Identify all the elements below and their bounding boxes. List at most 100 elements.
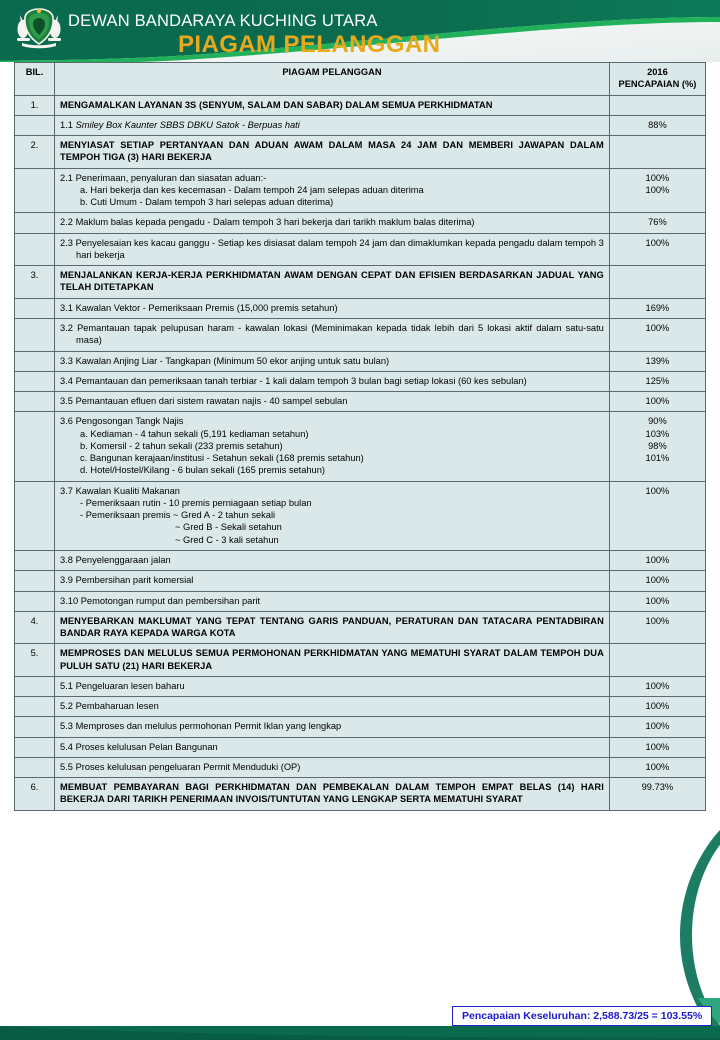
charter-sub-item-cell: 3.6 Pengosongan Tangk Najis a. Kediaman -…: [54, 411, 610, 482]
table-row: 5.4 Proses kelulusan Pelan Bangunan 100%: [13, 736, 707, 758]
row-number-cell: [13, 696, 56, 718]
charter-main-item-cell: MENGAMALKAN LAYANAN 3S (SENYUM, SALAM DA…: [54, 94, 610, 116]
sub-item-text: 3.6 Pengosongan Tangk Najis: [60, 415, 604, 427]
row-number-cell: [13, 232, 56, 267]
sub-item-text: 3.10 Pemotongan rumput dan pembersihan p…: [60, 595, 604, 607]
sub-item-label: Memproses dan melulus permohonan Permit …: [75, 721, 342, 732]
sub-item-bullet: c. Bangunan kerajaan/institusi - Setahun…: [80, 453, 364, 464]
row-number-cell: [13, 370, 56, 393]
charter-sub-item-cell: 1.1 Smiley Box Kaunter SBBS DBKU Satok -…: [54, 114, 610, 137]
sub-item-label: Pembersihan parit komersial: [75, 575, 194, 586]
table-row: 2.3 Penyelesaian kes kacau ganggu - Seti…: [13, 232, 707, 267]
sub-item-number: 3.3: [60, 355, 76, 366]
sub-item-label: Penyelesaian kes kacau ganggu - Setiap k…: [75, 237, 604, 260]
table-row: 5. MEMPROSES DAN MELULUS SEMUA PERMOHONAN…: [13, 643, 707, 677]
achievement-cell: 100%: [608, 549, 707, 572]
achievement-cell: 100%: [608, 675, 707, 698]
charter-sub-item-cell: 3.3 Kawalan Anjing Liar - Tangkapan (Min…: [54, 350, 610, 372]
sub-item-text: 3.7 Kawalan Kualiti Makanan: [60, 485, 604, 497]
row-number-cell: [13, 212, 56, 234]
achievement-cell: 169%: [608, 297, 707, 319]
sub-item-text: 2.2 Maklum balas kepada pengadu - Dalam …: [60, 216, 604, 228]
row-number-cell: [13, 549, 56, 572]
sub-item-text: 5.3 Memproses dan melulus permohonan Per…: [60, 720, 604, 732]
charter-main-item-cell: MEMPROSES DAN MELULUS SEMUA PERMOHONAN P…: [54, 643, 610, 677]
sub-item-text: 5.4 Proses kelulusan Pelan Bangunan: [60, 741, 604, 753]
charter-sub-item-cell: 3.10 Pemotongan rumput dan pembersihan p…: [54, 590, 610, 612]
row-number-cell: 5.: [13, 643, 56, 677]
sub-item-number: 2.2: [60, 217, 76, 228]
achievement-cell: 100%: [608, 317, 707, 352]
column-header-charter: PIAGAM PELANGGAN: [54, 62, 610, 96]
sub-item-label: Proses kelulusan Pelan Bangunan: [75, 741, 218, 752]
sub-item-bullet: d. Hotel/Hostel/Kilang - 6 bulan sekali …: [80, 465, 325, 476]
achievement-cell: 100%: [608, 480, 707, 551]
sub-item-number: 5.3: [60, 721, 76, 732]
table-row: 1.1 Smiley Box Kaunter SBBS DBKU Satok -…: [13, 114, 707, 137]
row-number-cell: [13, 675, 56, 698]
sub-item-number: 3.4: [60, 375, 76, 386]
achievement-cell: [608, 94, 707, 116]
achievement-cell: 100%: [608, 570, 707, 592]
sub-item-label: Pemantauan efluen dari sistem rawatan na…: [75, 396, 348, 407]
table-row: 3.3 Kawalan Anjing Liar - Tangkapan (Min…: [13, 350, 707, 372]
table-row: 3.7 Kawalan Kualiti Makanan - Pemeriksaan…: [13, 480, 707, 551]
sub-item-bullet: b. Cuti Umum - Dalam tempoh 3 hari selep…: [80, 197, 334, 208]
sub-item-label: Penyelenggaraan jalan: [75, 554, 171, 565]
table-row: 3.5 Pemantauan efluen dari sistem rawata…: [13, 391, 707, 413]
sub-item-label: Maklum balas kepada pengadu - Dalam temp…: [75, 217, 475, 228]
charter-sub-item-cell: 5.4 Proses kelulusan Pelan Bangunan: [54, 736, 610, 758]
row-number-cell: [13, 736, 56, 758]
achievement-cell: 100%: [608, 756, 707, 779]
charter-sub-item-cell: 5.5 Proses kelulusan pengeluaran Permit …: [54, 756, 610, 779]
sub-item-number: 3.5: [60, 396, 76, 407]
sub-item-number: 1.1: [60, 119, 76, 130]
table-row: 5.1 Pengeluaran lesen baharu 100%: [13, 675, 707, 698]
table-header-row: BIL. PIAGAM PELANGGAN 2016 PENCAPAIAN (%…: [13, 62, 707, 96]
charter-sub-item-cell: 3.8 Penyelenggaraan jalan: [54, 549, 610, 572]
row-number-cell: 3.: [13, 265, 56, 299]
sub-item-number: 5.1: [60, 680, 76, 691]
row-number-cell: 2.: [13, 135, 56, 169]
charter-sub-item-cell: 3.9 Pembersihan parit komersial: [54, 570, 610, 592]
achievement-cell: 100%: [608, 590, 707, 612]
sub-item-number: 5.2: [60, 701, 76, 712]
charter-sub-item-cell: 2.2 Maklum balas kepada pengadu - Dalam …: [54, 212, 610, 234]
row-number-cell: 1.: [13, 94, 56, 116]
charter-sub-item-cell: 3.4 Pemantauan dan pemeriksaan tanah ter…: [54, 370, 610, 393]
sub-item-label: Kawalan Anjing Liar - Tangkapan (Minimum…: [75, 355, 390, 366]
table-row: 3.6 Pengosongan Tangk Najis a. Kediaman -…: [13, 411, 707, 482]
sub-item-number: 3.6: [60, 416, 76, 427]
charter-sub-item-cell: 2.1 Penerimaan, penyaluran dan siasatan …: [54, 167, 610, 214]
sub-item-text: 3.8 Penyelenggaraan jalan: [60, 554, 604, 566]
charter-sub-item-cell: 5.2 Pembaharuan lesen: [54, 696, 610, 718]
achievement-cell: [608, 265, 707, 299]
table-row: 5.2 Pembaharuan lesen 100%: [13, 696, 707, 718]
sub-item-text: 3.9 Pembersihan parit komersial: [60, 574, 604, 586]
page-header: DEWAN BANDARAYA KUCHING UTARA PIAGAM PEL…: [0, 0, 720, 62]
sub-item-text: 5.5 Proses kelulusan pengeluaran Permit …: [60, 761, 604, 773]
sub-item-bullet: - Pemeriksaan premis ~ Gred A - 2 tahun …: [80, 510, 276, 521]
sub-item-bullet: a. Kediaman - 4 tahun sekali (5,191 kedi…: [80, 428, 309, 439]
row-number-cell: [13, 590, 56, 612]
row-number-cell: [13, 480, 56, 551]
achievement-cell: 88%: [608, 114, 707, 137]
achievement-cell: [608, 643, 707, 677]
sub-item-bullet-nested: ~ Gred C - 3 kali setahun: [175, 534, 279, 545]
sub-item-text: 3.2 Pemantauan tapak pelupusan haram - k…: [60, 322, 604, 347]
page-title: PIAGAM PELANGGAN: [178, 31, 441, 58]
row-number-cell: [13, 297, 56, 319]
row-number-cell: [13, 114, 56, 137]
sub-item-text: 3.5 Pemantauan efluen dari sistem rawata…: [60, 395, 604, 407]
achievement-cell: 100%: [608, 232, 707, 267]
charter-main-item-cell: MENJALANKAN KERJA-KERJA PERKHIDMATAN AWA…: [54, 265, 610, 299]
sub-item-label: Pengeluaran lesen baharu: [75, 680, 185, 691]
sub-item-number: 2.1: [60, 172, 76, 183]
achievement-cell: 99.73%: [608, 777, 707, 811]
row-number-cell: [13, 350, 56, 372]
sub-item-text: 3.4 Pemantauan dan pemeriksaan tanah ter…: [60, 375, 604, 387]
sub-item-number: 3.10: [60, 595, 81, 606]
row-number-cell: [13, 317, 56, 352]
footer-bar-graphic: [0, 1026, 720, 1040]
sub-item-bullet: a. Hari bekerja dan kes kecemasan - Dala…: [80, 184, 424, 195]
